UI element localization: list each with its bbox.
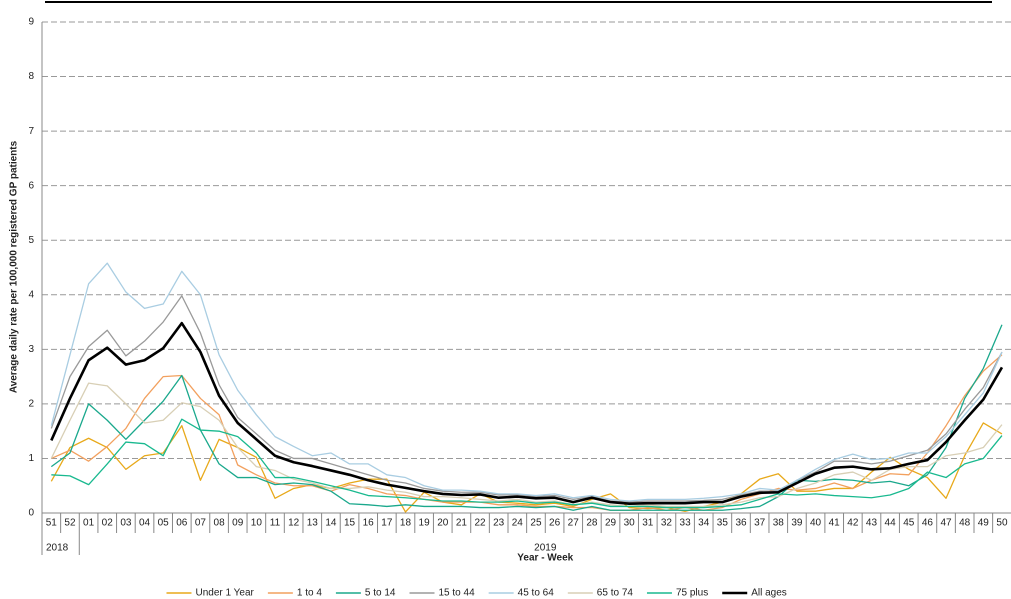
x-tick-label: 28 [586,518,598,529]
series-line [50,324,1003,511]
x-tick-label: 51 [46,518,58,529]
x-tick-label: 49 [978,518,990,529]
y-tick-label: 4 [28,289,34,300]
legend-label: 65 to 74 [597,588,634,599]
x-tick-label: 08 [214,518,226,529]
x-tick-label: 30 [624,518,636,529]
x-tick-label: 48 [959,518,971,529]
x-tick-label: 21 [456,518,468,529]
x-tick-label: 26 [549,518,561,529]
x-tick-label: 37 [754,518,766,529]
x-tick-label: 52 [64,518,76,529]
x-tick-label: 05 [158,518,170,529]
series-line [51,418,1003,509]
x-tick-label: 40 [810,518,822,529]
legend-label: All ages [751,588,787,599]
y-tick-label: 6 [28,180,34,191]
legend-label: 1 to 4 [297,588,322,599]
series-line [50,422,1003,513]
x-tick-label: 06 [176,518,188,529]
series-line [50,321,1004,506]
x-tick-label: 13 [307,518,319,529]
x-tick-label: 42 [847,518,859,529]
x-tick-label: 11 [270,518,281,529]
x-tick-label: 50 [996,518,1008,529]
x-tick-label: 38 [773,518,785,529]
x-tick-label: 29 [605,518,617,529]
x-tick-label: 16 [363,518,375,529]
x-tick-label: 04 [139,518,151,529]
x-tick-label: 10 [251,518,263,529]
legend: Under 1 Year 1 to 4 5 to 14 15 to 44 45 to 6… [166,588,787,599]
series-line [50,382,1003,508]
x-tick-label: 44 [885,518,897,529]
x-tick-label: 15 [344,518,356,529]
x-tick-label: 36 [735,518,747,529]
y-tick-label: 3 [28,344,34,355]
x-tick-label: 19 [419,518,431,529]
x-tick-label: 18 [400,518,412,529]
x-tick-label: 35 [717,518,729,529]
legend-label: 15 to 44 [438,588,475,599]
series-line [50,262,1003,502]
y-tick-label: 7 [28,126,34,137]
series-line [51,354,1003,511]
y-axis-title: Average daily rate per 100,000 registere… [9,140,20,393]
x-tick-label: 01 [83,518,95,529]
x-tick-label: 24 [512,518,524,529]
x-group-label: 2019 [534,543,557,554]
x-axis-title: Year - Week [517,553,573,564]
x-tick-label: 45 [903,518,915,529]
x-tick-label: 33 [680,518,692,529]
y-tick-label: 1 [28,453,34,464]
x-tick-label: 20 [437,518,449,529]
x-tick-label: 41 [829,518,841,529]
x-tick-label: 14 [325,518,337,529]
series-line [50,295,1003,503]
x-tick-label: 09 [232,518,244,529]
x-tick-label: 02 [102,518,114,529]
x-tick-label: 27 [568,518,580,529]
x-tick-label: 07 [195,518,207,529]
x-tick-label: 31 [642,518,654,529]
y-tick-label: 9 [28,17,34,28]
x-tick-label: 23 [493,518,505,529]
y-tick-label: 2 [28,399,34,410]
x-tick-label: 39 [791,518,803,529]
x-tick-label: 03 [120,518,132,529]
legend-label: 75 plus [676,588,708,599]
x-tick-label: 34 [698,518,710,529]
x-tick-label: 25 [530,518,542,529]
legend-label: 5 to 14 [365,588,396,599]
x-tick-label: 17 [381,518,393,529]
x-tick-label: 46 [922,518,934,529]
x-group-label: 2018 [46,543,69,554]
x-tick-label: 47 [940,518,952,529]
legend-label: 45 to 64 [518,588,555,599]
x-tick-label: 32 [661,518,673,529]
y-tick-label: 8 [28,71,34,82]
legend-label: Under 1 Year [195,588,254,599]
y-tick-label: 5 [28,235,34,246]
y-tick-label: 0 [28,508,34,519]
x-tick-label: 22 [474,518,486,529]
x-tick-label: 12 [288,518,300,529]
x-tick-label: 43 [866,518,878,529]
